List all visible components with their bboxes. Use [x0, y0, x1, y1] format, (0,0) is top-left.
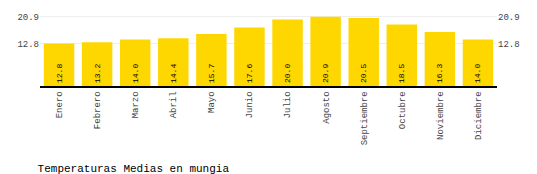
svg-text:14.0: 14.0 — [131, 64, 140, 83]
svg-text:Mayo: Mayo — [207, 91, 217, 113]
svg-text:14.4: 14.4 — [169, 64, 178, 83]
svg-text:16.3: 16.3 — [435, 64, 444, 83]
svg-text:Agosto: Agosto — [322, 91, 332, 123]
svg-text:Febrero: Febrero — [93, 91, 103, 129]
svg-text:Octubre: Octubre — [398, 91, 408, 129]
svg-text:20.9: 20.9 — [498, 13, 520, 23]
svg-text:20.5: 20.5 — [359, 64, 368, 83]
svg-text:12.8: 12.8 — [498, 40, 520, 50]
svg-text:Noviembre: Noviembre — [436, 91, 446, 140]
svg-text:13.2: 13.2 — [93, 64, 102, 83]
svg-text:15.7: 15.7 — [207, 64, 216, 83]
svg-text:Abril: Abril — [169, 91, 179, 118]
svg-text:20.9: 20.9 — [321, 64, 330, 83]
svg-text:Temperaturas Medias en mungia: Temperaturas Medias en mungia — [38, 163, 230, 174]
svg-text:Marzo: Marzo — [131, 91, 141, 118]
svg-text:12.8: 12.8 — [17, 40, 39, 50]
svg-text:Septiembre: Septiembre — [360, 91, 370, 145]
svg-text:14.0: 14.0 — [473, 64, 482, 83]
svg-text:Julio: Julio — [283, 91, 293, 118]
svg-text:18.5: 18.5 — [397, 64, 406, 83]
svg-text:Diciembre: Diciembre — [474, 91, 484, 140]
svg-text:17.6: 17.6 — [245, 64, 254, 83]
svg-text:20.0: 20.0 — [283, 64, 292, 83]
svg-text:Enero: Enero — [55, 91, 65, 118]
svg-text:12.8: 12.8 — [55, 64, 64, 83]
svg-text:Junio: Junio — [245, 91, 255, 118]
svg-text:20.9: 20.9 — [17, 13, 39, 23]
